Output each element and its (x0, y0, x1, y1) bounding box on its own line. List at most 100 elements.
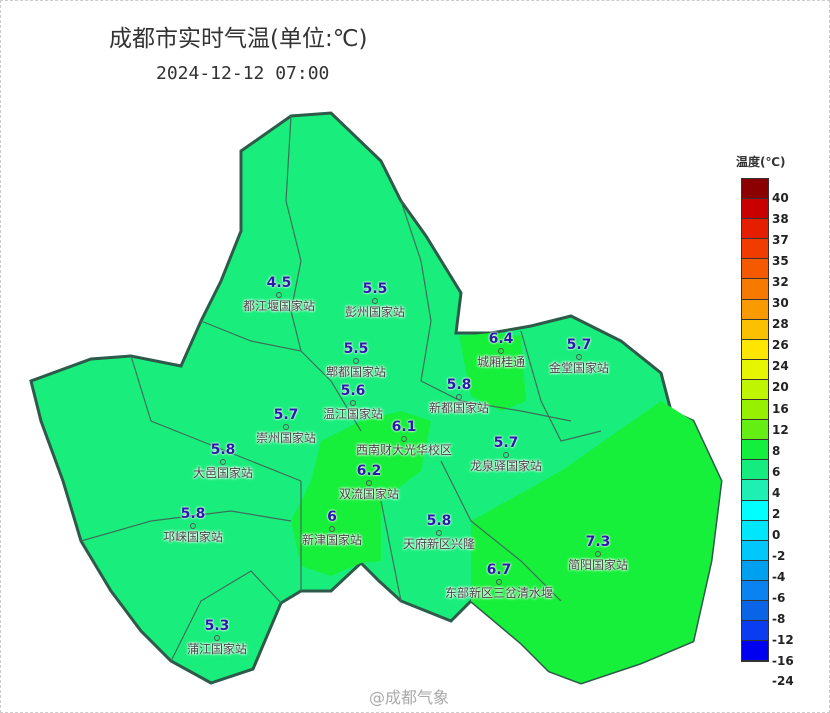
temp-value: 6.2 (356, 463, 382, 479)
legend-band (742, 540, 768, 561)
legend-label: 16 (772, 401, 789, 416)
legend-label: 6 (772, 464, 781, 479)
station-dongbuxinqu: 6.7 东部新区三岔清水堰 (445, 562, 553, 600)
temp-value: 5.5 (343, 341, 369, 357)
station-jintang: 5.7 金堂国家站 (549, 337, 609, 375)
legend-label: 24 (772, 359, 789, 374)
temp-value: 5.3 (204, 618, 230, 634)
station-marker (349, 400, 356, 406)
legend-band (742, 359, 768, 380)
warm-zone-southeast (471, 401, 721, 683)
station-pidu: 5.5 郫都国家站 (326, 341, 386, 379)
station-chengxiang: 6.4 城厢桂通 (477, 331, 525, 369)
station-marker (282, 424, 289, 430)
station-name: 邛崃国家站 (162, 530, 224, 544)
station-name: 双流国家站 (338, 487, 400, 501)
temp-value: 5.8 (180, 506, 206, 522)
temp-value: 5.7 (493, 435, 519, 451)
station-marker (213, 635, 220, 641)
station-name: 新都国家站 (428, 401, 490, 415)
legend-band (742, 219, 768, 240)
legend-band (742, 339, 768, 360)
temp-value: 7.3 (585, 534, 611, 550)
legend-label: 12 (772, 422, 789, 437)
legend-label: -8 (772, 612, 786, 626)
legend-band (742, 600, 768, 622)
legend-band (742, 641, 768, 662)
station-wenjiang: 5.6 温江国家站 (323, 383, 383, 421)
legend-band (742, 299, 768, 320)
station-marker (455, 394, 462, 400)
legend-label: 20 (772, 380, 789, 395)
station-longquanyi: 5.7 龙泉驿国家站 (470, 435, 542, 473)
legend-label: 32 (772, 275, 789, 290)
station-shuangliu: 6.2 双流国家站 (339, 463, 399, 501)
station-marker (575, 354, 582, 360)
legend-band (742, 480, 768, 501)
station-xinjin: 6 新津国家站 (302, 509, 362, 547)
legend-label: -12 (772, 633, 794, 648)
station-jianyang: 7.3 简阳国家站 (568, 534, 628, 572)
station-name: 简阳国家站 (567, 558, 629, 572)
legend-band (742, 420, 768, 441)
legend-band (742, 239, 768, 260)
legend-band (742, 199, 768, 220)
legend-label: -4 (772, 569, 786, 584)
station-name: 崇州国家站 (255, 431, 317, 445)
district-borders (80, 115, 602, 662)
warm-zone-north (459, 333, 526, 411)
station-name: 龙泉驿国家站 (469, 459, 543, 473)
legend-band (742, 460, 768, 481)
map-datetime: 2024-12-12 07:00 (156, 63, 330, 84)
station-marker (275, 292, 282, 298)
temp-value: 5.8 (426, 513, 452, 529)
temp-value: 5.6 (340, 383, 366, 399)
station-name: 城厢桂通 (476, 355, 526, 369)
station-swufe: 6.1 西南财大光华校区 (356, 419, 452, 457)
legend-band (742, 379, 768, 401)
station-pujiang: 5.3 蒲江国家站 (187, 618, 247, 656)
legend-label: 8 (772, 443, 781, 458)
legend-label: 0 (772, 527, 781, 542)
station-marker (328, 526, 335, 532)
legend-label: 30 (772, 296, 789, 311)
temp-value: 5.8 (210, 442, 236, 458)
station-name: 彭州国家站 (344, 305, 406, 319)
legend-label: -24 (772, 674, 794, 688)
station-xindu: 5.8 新都国家站 (429, 377, 489, 415)
temp-value: 4.5 (266, 275, 292, 291)
station-name: 温江国家站 (322, 407, 384, 421)
station-marker (497, 348, 504, 354)
temp-value: 5.5 (362, 281, 388, 297)
legend-band (742, 500, 768, 521)
station-name: 新津国家站 (301, 533, 363, 547)
legend-label: 4 (772, 485, 781, 500)
station-marker (495, 579, 502, 585)
station-name: 东部新区三岔清水堰 (444, 586, 554, 600)
temp-value: 5.7 (273, 407, 299, 423)
station-name: 大邑国家站 (192, 466, 254, 480)
station-pengzhou: 5.5 彭州国家站 (345, 281, 405, 319)
station-marker (352, 358, 359, 364)
legend-band (742, 440, 768, 461)
station-name: 都江堰国家站 (242, 299, 316, 313)
temp-value: 6.7 (486, 562, 512, 578)
station-marker (371, 298, 378, 304)
station-name: 郫都国家站 (325, 365, 387, 379)
legend-band (742, 319, 768, 340)
temp-value: 6.1 (391, 419, 417, 435)
station-dayi: 5.8 大邑国家站 (193, 442, 253, 480)
station-marker (219, 459, 226, 465)
legend-title: 温度(℃) (736, 155, 786, 169)
station-tianfu: 5.8 天府新区兴隆 (403, 513, 475, 551)
legend-label: 2 (772, 506, 781, 521)
legend-label: -6 (772, 590, 786, 605)
legend-band (742, 580, 768, 601)
legend-colorbar (741, 178, 769, 663)
temp-value: 5.8 (446, 377, 472, 393)
temp-value: 6.4 (488, 331, 514, 347)
station-marker (594, 551, 601, 557)
station-name: 天府新区兴隆 (402, 537, 476, 551)
